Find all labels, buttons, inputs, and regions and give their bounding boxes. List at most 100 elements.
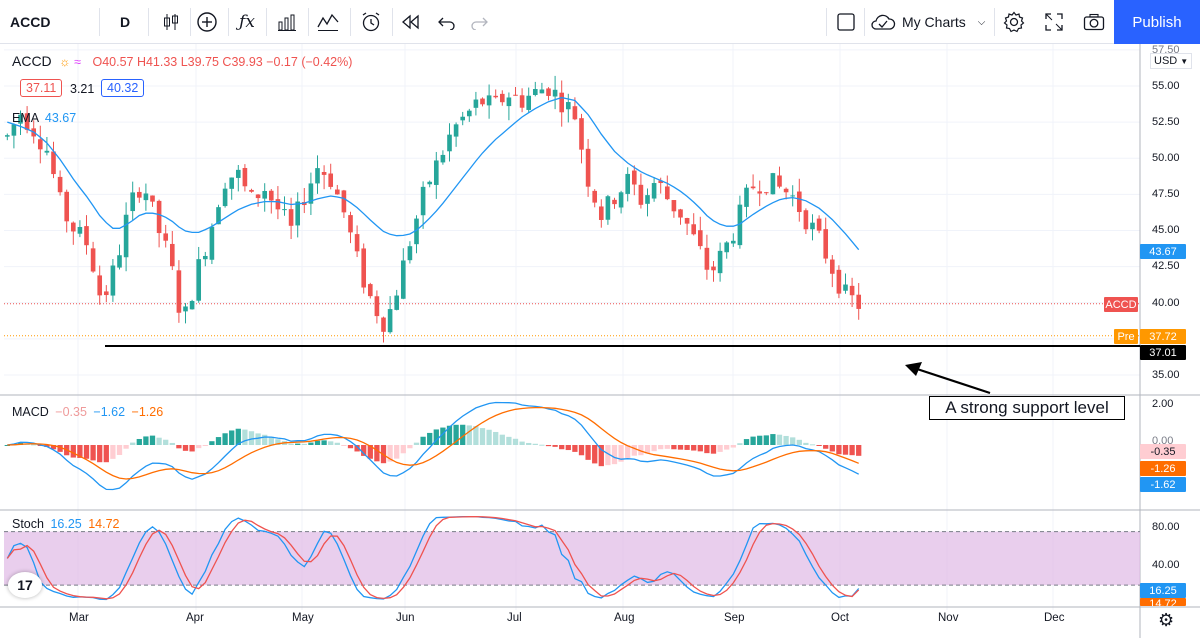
candle-up [407,246,413,261]
macd-histogram-bar [275,439,281,445]
time-tick: Aug [614,612,635,624]
candles-icon[interactable] [154,6,188,38]
macd-histogram-bar [611,445,618,465]
candle-down [856,294,862,309]
macd-histogram-bar [235,428,241,445]
candle-down [750,186,756,189]
candle-up [645,195,650,204]
stoch-d-tag: 14.72 [1140,598,1186,606]
candle-down [328,173,334,187]
redo-icon[interactable] [464,6,494,38]
candle-down [493,95,499,98]
candle-down [823,229,829,259]
candle-up [420,186,426,216]
candle-down [631,170,637,185]
candle-down [803,210,809,230]
bid-price-box[interactable]: 37.11 [20,79,63,97]
main-legend: ACCD ☼ ≈ O40.57 H41.33 L39.75 C39.93 −0.… [12,53,352,69]
macd-histogram-bar [97,445,103,463]
macd-histogram-bar [103,445,109,463]
candle-down [136,191,142,198]
candle-up [447,134,452,152]
settings-icon[interactable] [998,6,1030,38]
price-tick: 47.50 [1152,188,1180,200]
macd-histogram-bar [499,434,505,445]
macd-histogram-bar [116,445,123,455]
ask-price-box[interactable]: 40.32 [101,79,145,97]
macd-histogram-bar [691,445,697,451]
macd-histogram-bar [532,443,538,445]
legend-symbol[interactable]: ACCD [12,53,52,69]
macd-tick: 2.00 [1152,398,1174,410]
price-tick: 40.00 [1152,297,1180,309]
candle-down [354,234,360,252]
support-annotation[interactable]: A strong support level [929,396,1125,420]
macd-histogram-bar [849,445,855,456]
replay-icon[interactable] [396,6,426,38]
candle-down [90,248,96,272]
candle-up [473,99,479,108]
toolbar-divider [228,8,229,36]
time-tick: Jul [507,612,522,624]
fullscreen-icon[interactable] [1038,6,1070,38]
macd-histogram-bar [790,437,796,445]
macd-histogram-bar [644,445,651,454]
candle-down [51,151,56,175]
macd-histogram-bar [156,437,162,445]
layout-icon[interactable] [832,6,860,38]
macd-histogram-bar [658,445,664,450]
currency-selector[interactable]: USD ▼ [1150,53,1193,69]
compare-icon[interactable] [311,6,345,38]
macd-histogram-bar [763,435,769,445]
camera-icon[interactable] [1078,6,1110,38]
candle-down [499,93,505,103]
candle-up [427,181,433,185]
macd-histogram-bar [222,433,228,445]
candle-up [744,187,749,207]
macd-histogram-bar [559,445,565,450]
tv-logo-icon[interactable]: 17 [8,572,42,598]
macd-histogram-bar [796,439,802,445]
candle-up [433,160,439,185]
candle-down [169,243,175,267]
toolbar-divider [148,8,149,36]
undo-icon[interactable] [432,6,462,38]
macd-histogram-bar [704,445,710,454]
candle-down [321,172,327,175]
macd-histogram-bar [526,442,532,445]
sun-icon: ☼ [59,55,71,69]
candle-up [565,102,571,110]
time-tick: Oct [831,612,849,624]
macd-histogram-bar [539,444,545,446]
macd-histogram-bar [334,442,340,445]
macd-histogram-bar [625,445,631,458]
gear-icon[interactable]: ⚙ [1158,610,1175,630]
macd-histogram-bar [314,440,321,445]
macd-histogram-bar [215,437,222,445]
macd-histogram-bar [176,445,182,449]
candle-down [361,248,367,288]
candle-down [697,230,703,247]
my-charts-menu[interactable]: My Charts ⌵ [870,6,990,38]
macd-hist-tag: -0.35 [1140,444,1186,459]
toolbar-divider [99,8,100,36]
ema-line [7,96,860,251]
templates-icon[interactable] [270,6,304,38]
indicators-icon[interactable]: ƒx [239,12,255,32]
macd-histogram-bar [598,445,604,467]
interval-button[interactable]: D [119,14,131,30]
alert-icon[interactable] [354,6,388,38]
macd-histogram-bar [842,445,849,455]
add-icon[interactable] [192,6,222,38]
macd-line-tag: -1.62 [1140,477,1186,492]
publish-button[interactable]: Publish [1114,0,1200,44]
candle-up [216,207,221,225]
symbol-search[interactable]: ACCD [10,14,51,30]
candle-up [295,201,301,226]
macd-histogram-bar [387,445,393,462]
candle-up [460,116,466,121]
stoch-k-tag: 16.25 [1140,583,1186,598]
macd-histogram-bar [578,445,585,456]
time-tick: Mar [69,612,89,624]
